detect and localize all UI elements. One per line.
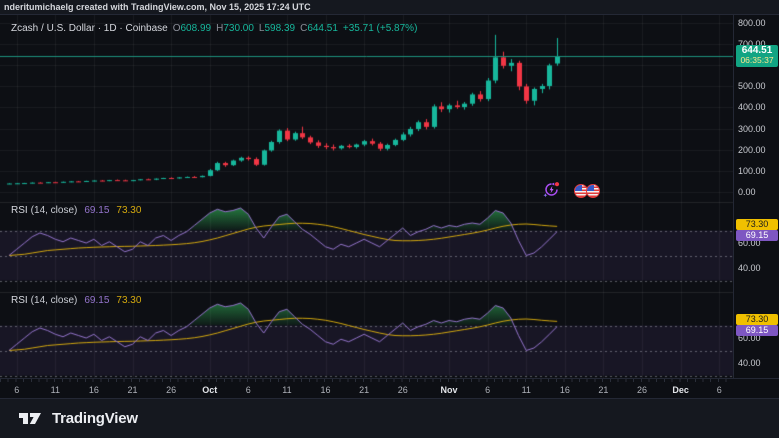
time-axis-day-label: 6 xyxy=(14,385,20,395)
price-change: +35.71 (+5.87%) xyxy=(342,23,418,34)
rsi-panel-1-legend: RSI (14, close) 69.15 73.30 xyxy=(11,205,141,216)
time-axis-day-label: 6 xyxy=(485,385,491,395)
rsi-value: 69.15 xyxy=(84,205,110,216)
current-price: 644.51 xyxy=(741,45,773,56)
time-axis[interactable]: 6 11 16 21 26 Oct 6 11 16 21 26 Nov 6 11 16 21 26 Dec 6 xyxy=(0,378,779,398)
price-axis-label: 100.00 xyxy=(738,165,766,176)
chart-canvas[interactable] xyxy=(0,15,733,378)
rsi-title[interactable]: RSI xyxy=(11,295,28,306)
rsi-ma-value: 73.30 xyxy=(116,295,142,306)
time-axis-day-label: 26 xyxy=(397,385,408,395)
price-axis[interactable]: 644.51 06:35:37 800.00 700.00 500.00 400.00… xyxy=(733,15,779,378)
rsi-ma-badge: 73.30 xyxy=(736,314,778,326)
open-value: 608.99 xyxy=(180,23,212,34)
lightning-replay-icon[interactable] xyxy=(542,180,561,199)
time-axis-day-label: 21 xyxy=(127,385,138,395)
rsi-value: 69.15 xyxy=(84,295,110,306)
us-flag-icon xyxy=(586,184,600,198)
low-value: 598.39 xyxy=(264,23,296,34)
current-price-badge: 644.51 06:35:37 xyxy=(736,45,778,67)
symbol-title[interactable]: Zcash / U.S. Dollar · 1D · Coinbase xyxy=(11,23,168,34)
price-axis-label: 500.00 xyxy=(738,81,766,92)
rsi-axis-label: 60.00 xyxy=(738,238,761,248)
rsi-axis-label: 40.00 xyxy=(738,358,761,368)
tradingview-brand-text: TradingView xyxy=(52,410,138,427)
time-axis-day-label: 11 xyxy=(521,385,531,395)
time-axis-month-label: Dec xyxy=(672,385,689,395)
low-label: L xyxy=(258,23,265,34)
time-axis-month-label: Oct xyxy=(202,385,218,395)
rsi-params: (14, close) xyxy=(30,295,78,306)
time-axis-day-label: 26 xyxy=(166,385,177,395)
chart-area[interactable]: Zcash / U.S. Dollar · 1D · Coinbase O608.… xyxy=(0,15,733,378)
price-axis-label: 200.00 xyxy=(738,144,766,155)
rsi-axis-label: 60.00 xyxy=(738,333,761,343)
high-value: 730.00 xyxy=(223,23,254,34)
time-axis-day-label: 6 xyxy=(245,385,251,395)
rsi-axis-label: 40.00 xyxy=(738,263,761,273)
symbol-legend: Zcash / U.S. Dollar · 1D · Coinbase O608.… xyxy=(11,23,417,34)
tradingview-logo-icon xyxy=(19,412,41,424)
footer-bar: TradingView xyxy=(0,398,779,438)
rsi-value-badge: 69.15 xyxy=(736,325,778,337)
time-axis-day-label: 16 xyxy=(88,385,99,395)
time-axis-day-label: 16 xyxy=(320,385,331,395)
bar-countdown: 06:35:37 xyxy=(740,55,774,65)
rsi-ma-value: 73.30 xyxy=(116,205,142,216)
time-axis-day-label: 16 xyxy=(559,385,570,395)
time-axis-day-label: 11 xyxy=(282,385,292,395)
us-flag-events-icon[interactable] xyxy=(574,184,602,199)
open-label: O xyxy=(172,23,181,34)
time-axis-day-label: 21 xyxy=(359,385,370,395)
rsi-params: (14, close) xyxy=(30,205,78,216)
attribution-text: nderitumichaelg created with TradingView… xyxy=(4,2,311,12)
rsi-ma-badge: 73.30 xyxy=(736,219,778,231)
time-axis-day-label: 11 xyxy=(50,385,60,395)
attribution-bar: nderitumichaelg created with TradingView… xyxy=(0,0,779,15)
close-label: C xyxy=(300,23,308,34)
close-value: 644.51 xyxy=(307,23,338,34)
time-axis-month-label: Nov xyxy=(440,385,458,395)
time-axis-day-label: 26 xyxy=(637,385,648,395)
rsi-panel-2-legend: RSI (14, close) 69.15 73.30 xyxy=(11,295,141,306)
price-axis-label: 400.00 xyxy=(738,102,766,113)
tradingview-logo[interactable]: TradingView xyxy=(18,410,138,427)
price-axis-label: 700.00 xyxy=(738,39,766,49)
price-axis-label: 300.00 xyxy=(738,123,766,134)
time-axis-day-label: 21 xyxy=(598,385,609,395)
rsi-value-badge: 69.15 xyxy=(736,230,778,242)
price-axis-label: 0.00 xyxy=(738,186,756,197)
high-label: H xyxy=(216,23,224,34)
price-axis-label: 800.00 xyxy=(738,18,766,29)
time-axis-day-label: 6 xyxy=(716,385,722,395)
rsi-title[interactable]: RSI xyxy=(11,205,28,216)
